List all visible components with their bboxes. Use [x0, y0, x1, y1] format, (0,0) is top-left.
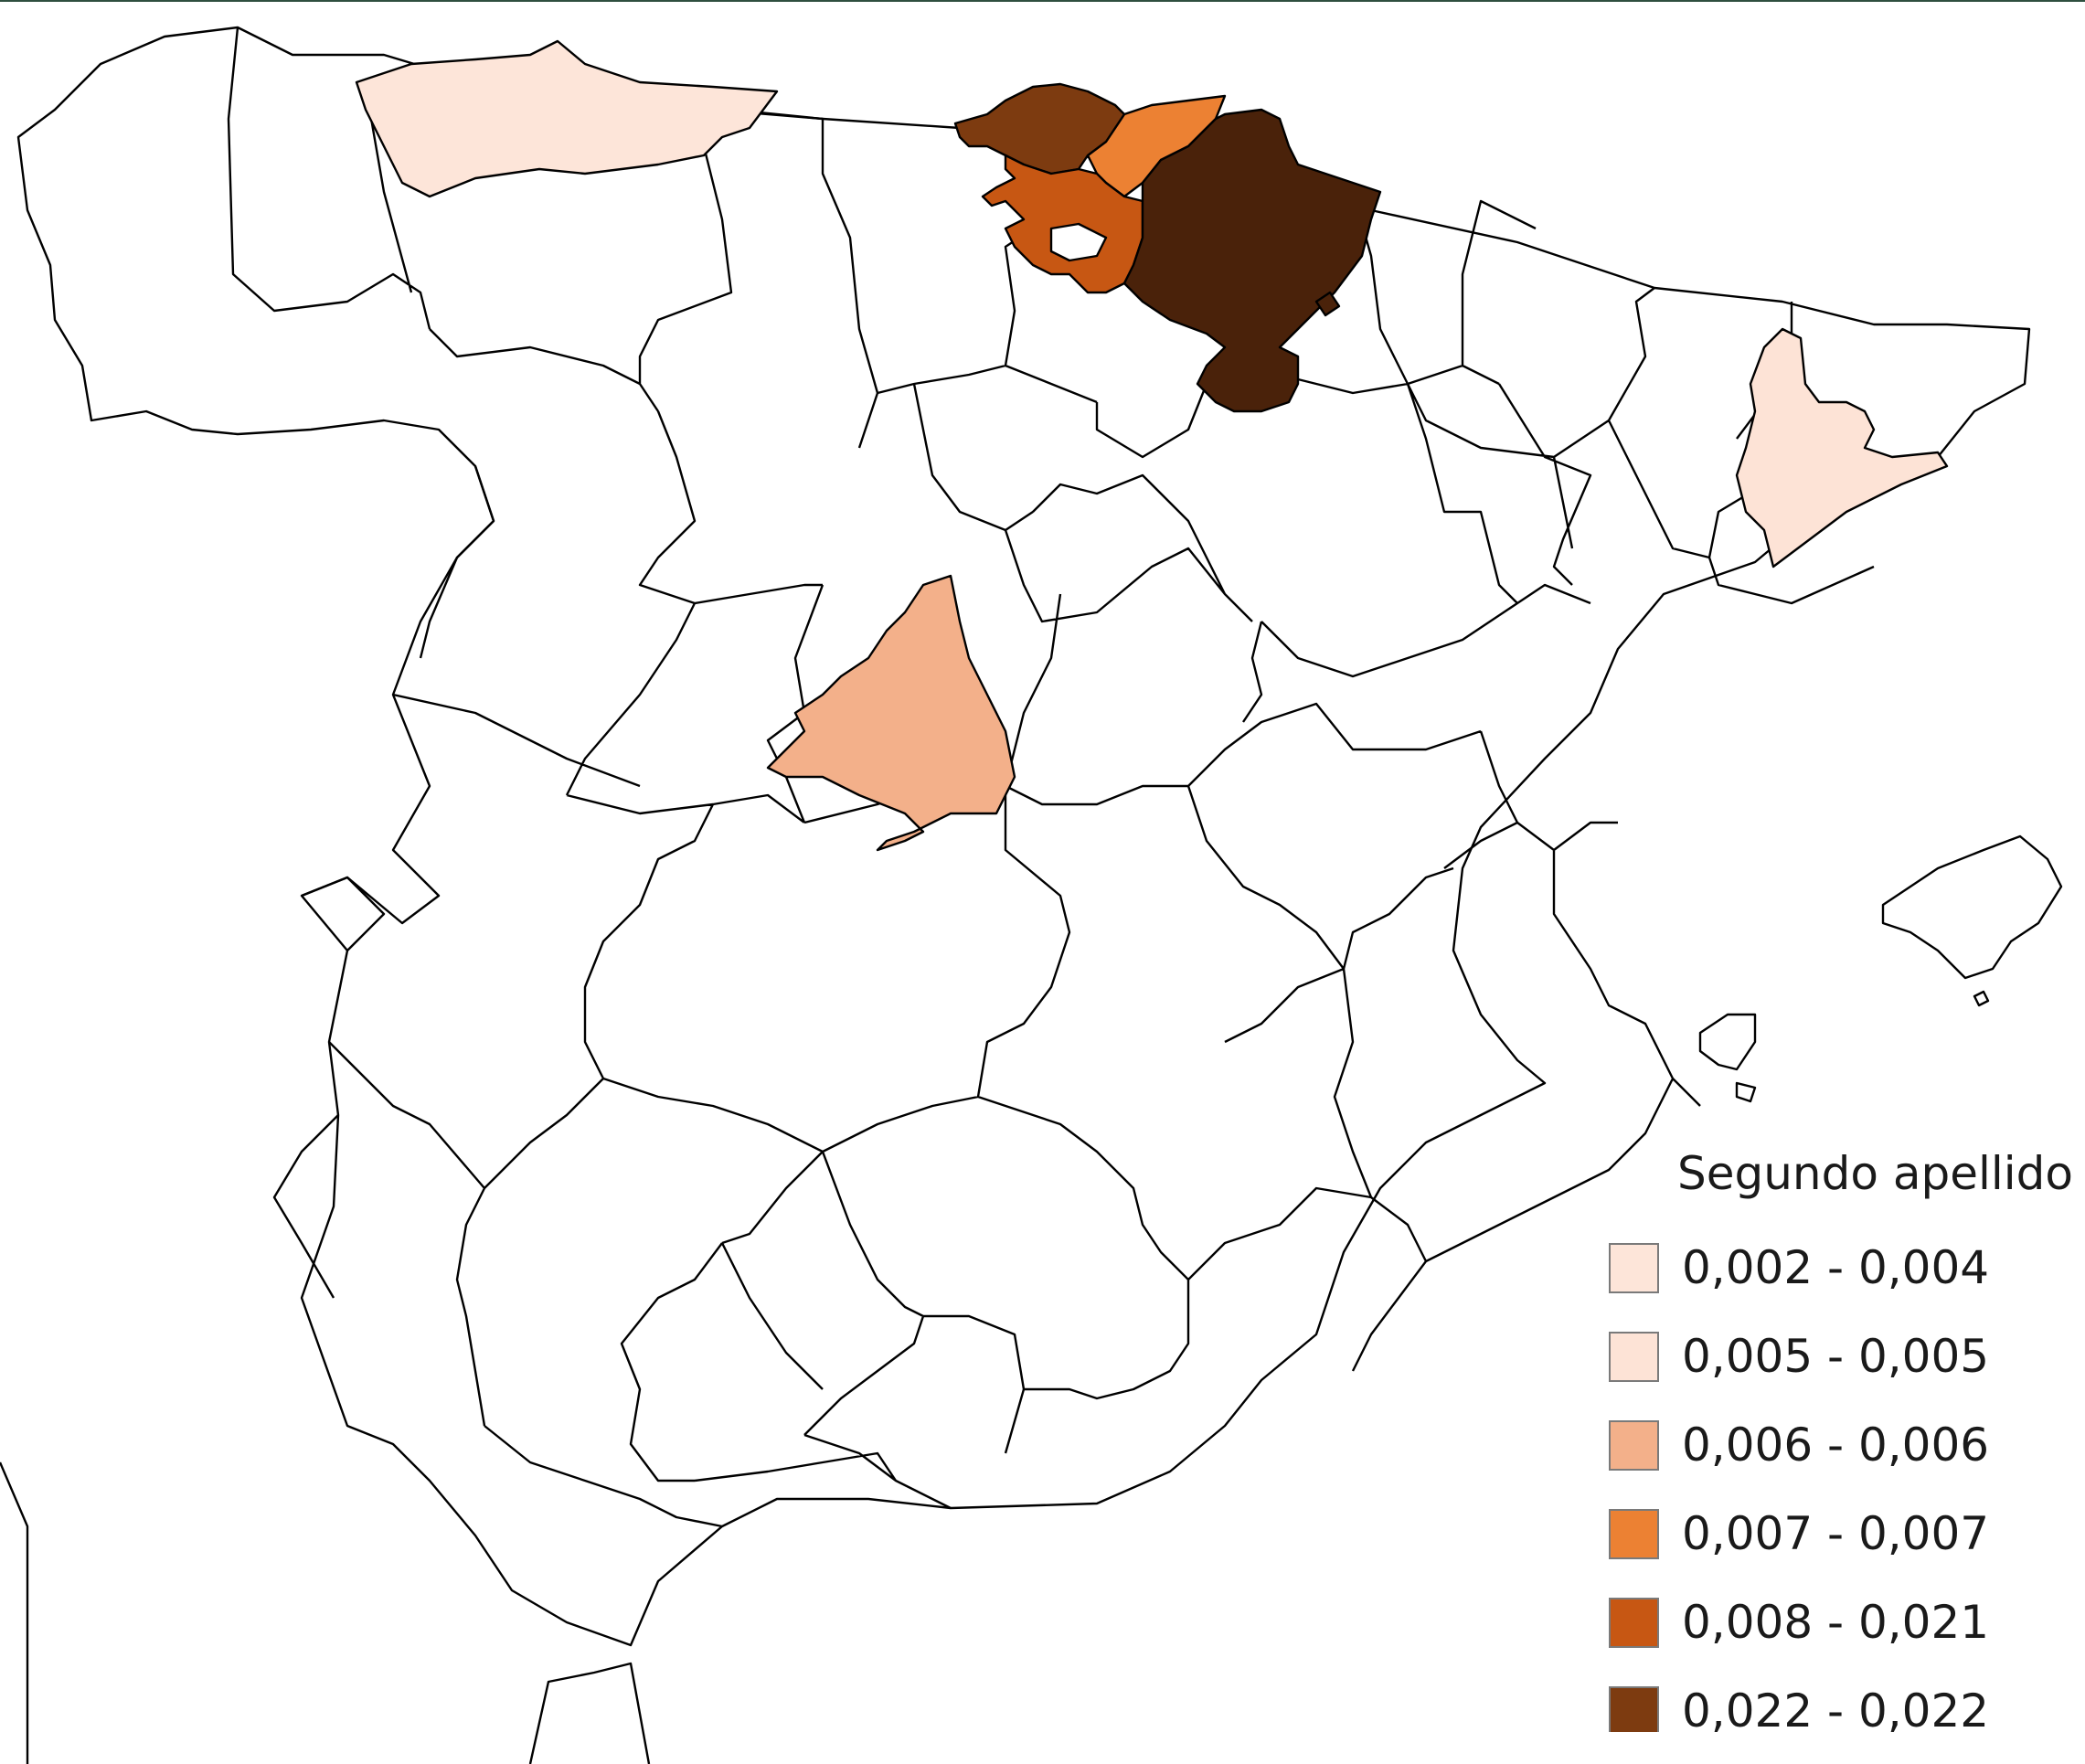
legend-item-5: 0,008 - 0,021 — [1609, 1598, 2084, 1652]
formentera-island — [1735, 1081, 1757, 1103]
legend-label: 0,008 - 0,021 — [1682, 1596, 1990, 1649]
province-outlines — [0, 26, 2063, 1764]
legend-item-2: 0,005 - 0,005 — [1609, 1332, 2084, 1387]
legend-item-6: 0,022 - 0,022 — [1609, 1686, 2084, 1732]
legend-label: 0,002 - 0,004 — [1682, 1241, 1990, 1294]
province-navarra — [1122, 108, 1382, 413]
navarra-enclave — [1314, 291, 1341, 317]
province-madrid — [766, 574, 1016, 852]
top-border-line — [0, 0, 2085, 2]
mallorca-island — [1881, 834, 2063, 980]
legend-item-4: 0,007 - 0,007 — [1609, 1509, 2084, 1564]
province-asturias — [355, 39, 779, 198]
map-legend: Segundo apellido ( 0,002 - 0,004 0,005 -… — [1604, 1147, 2085, 1732]
legend-swatch — [1609, 1509, 1659, 1559]
legend-label: 0,005 - 0,005 — [1682, 1330, 1990, 1383]
trevino-enclave — [1049, 222, 1108, 262]
legend-title: Segundo apellido ( — [1677, 1147, 2085, 1200]
legend-swatch — [1609, 1598, 1659, 1648]
menorca-island — [1973, 990, 1990, 1007]
province-vizcaya — [953, 82, 1126, 175]
province-alava — [981, 154, 1144, 294]
legend-label: 0,022 - 0,022 — [1682, 1684, 1990, 1733]
legend-item-3: 0,006 - 0,006 — [1609, 1420, 2084, 1475]
legend-swatch — [1609, 1420, 1659, 1471]
ibiza-island — [1698, 1013, 1757, 1071]
portugal-border-edge — [0, 1461, 29, 1764]
internal-borders — [227, 27, 1902, 1528]
legend-swatch — [1609, 1332, 1659, 1382]
legend-item-1: 0,002 - 0,004 — [1609, 1243, 2084, 1298]
legend-label: 0,007 - 0,007 — [1682, 1507, 1990, 1560]
colored-provinces — [355, 39, 1949, 852]
africa-coast-edge — [528, 1662, 651, 1764]
legend-swatch — [1609, 1686, 1659, 1732]
legend-swatch — [1609, 1243, 1659, 1293]
province-barcelona — [1735, 327, 1949, 569]
legend-label: 0,006 - 0,006 — [1682, 1419, 1990, 1472]
